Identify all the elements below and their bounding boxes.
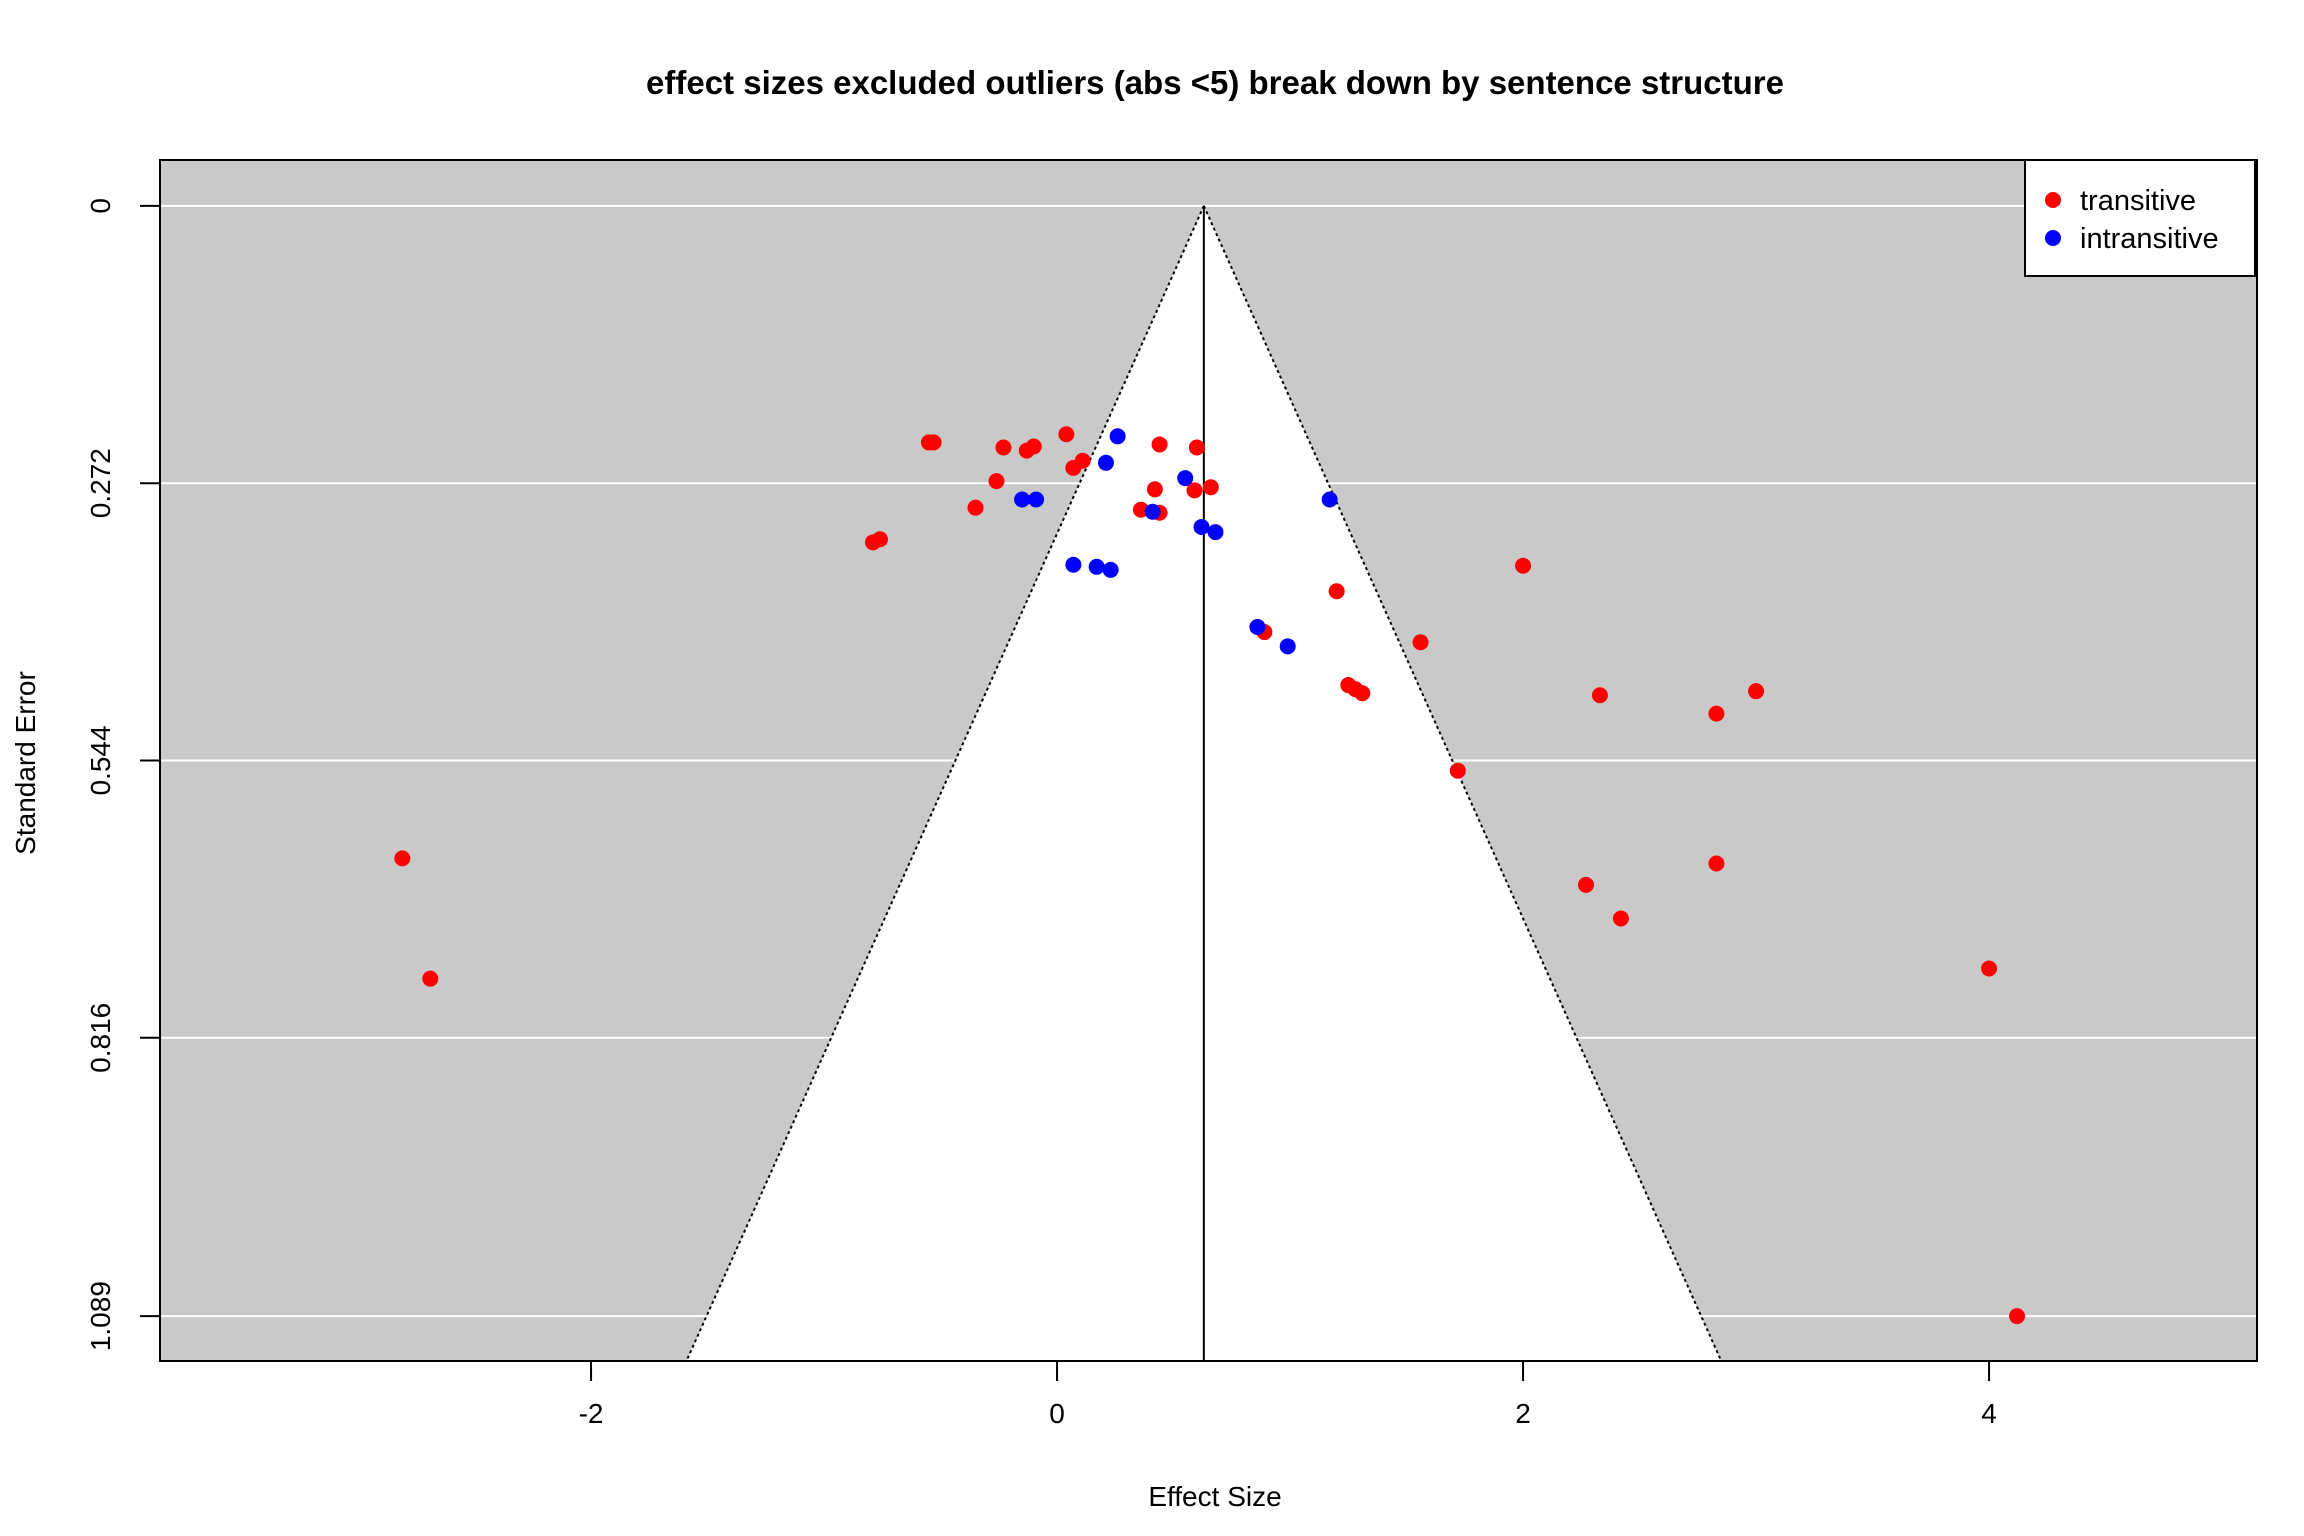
plot-area: -2 0 2 4 0 0.272 0.544 0.816 1.089 <box>85 159 2258 1429</box>
point-transitive-26 <box>1591 687 1608 704</box>
point-transitive-29 <box>1449 762 1466 779</box>
point-transitive-11 <box>871 531 888 548</box>
point-transitive-5 <box>1058 426 1075 443</box>
legend-box <box>2024 159 2256 277</box>
point-transitive-28 <box>1748 683 1765 700</box>
point-transitive-21 <box>1412 634 1429 651</box>
point-transitive-19 <box>1328 583 1345 600</box>
point-transitive-31 <box>1612 910 1629 927</box>
point-transitive-15 <box>1186 482 1203 499</box>
point-intransitive-0 <box>1109 428 1126 445</box>
point-transitive-33 <box>1981 960 1998 977</box>
point-transitive-2 <box>995 439 1012 456</box>
y-tick-label-2: 0.544 <box>85 725 116 795</box>
point-intransitive-5 <box>1144 503 1161 520</box>
point-transitive-7 <box>1074 452 1091 469</box>
point-intransitive-8 <box>1321 491 1338 508</box>
point-transitive-24 <box>1354 685 1371 702</box>
series-intransitive <box>1014 428 1338 655</box>
point-intransitive-13 <box>1279 638 1296 655</box>
legend: transitive intransitive <box>2024 159 2256 277</box>
point-transitive-14 <box>1202 479 1219 496</box>
point-transitive-12 <box>1151 436 1168 453</box>
point-intransitive-12 <box>1249 618 1266 635</box>
point-transitive-13 <box>1188 439 1205 456</box>
x-tick-label-3: 4 <box>1981 1398 1997 1429</box>
point-transitive-16 <box>1146 481 1163 498</box>
point-intransitive-2 <box>1177 470 1194 487</box>
point-transitive-34 <box>2009 1308 2026 1325</box>
legend-label-transitive: transitive <box>2080 185 2196 217</box>
funnel-left-boundary <box>685 205 1205 1362</box>
point-transitive-8 <box>988 473 1005 490</box>
point-transitive-36 <box>422 970 439 987</box>
y-tick-label-1: 0.272 <box>85 448 116 518</box>
point-transitive-4 <box>1025 438 1042 455</box>
point-intransitive-9 <box>1065 556 1082 573</box>
x-tick-label-2: 2 <box>1515 1398 1531 1429</box>
legend-label-intransitive: intransitive <box>2080 223 2219 255</box>
point-transitive-25 <box>1515 557 1532 574</box>
y-tick-label-4: 1.089 <box>85 1281 116 1351</box>
y-tick-label-3: 0.816 <box>85 1003 116 1073</box>
x-tick-label-0: -2 <box>579 1398 604 1429</box>
point-transitive-30 <box>1577 876 1594 893</box>
point-intransitive-3 <box>1014 491 1031 508</box>
chart-title: effect sizes excluded outliers (abs <5) … <box>646 64 1784 101</box>
point-transitive-9 <box>967 499 984 516</box>
x-axis-label: Effect Size <box>1148 1481 1281 1512</box>
point-intransitive-4 <box>1028 491 1045 508</box>
point-intransitive-6 <box>1193 519 1210 536</box>
x-tick-label-1: 0 <box>1049 1398 1065 1429</box>
point-transitive-27 <box>1708 705 1725 722</box>
point-transitive-35 <box>394 850 411 867</box>
y-axis-label: Standard Error <box>10 671 41 855</box>
funnel-right-boundary <box>1202 205 1723 1362</box>
point-intransitive-10 <box>1088 558 1105 575</box>
point-intransitive-7 <box>1207 524 1224 541</box>
point-transitive-32 <box>1708 855 1725 872</box>
legend-marker-transitive <box>2045 192 2061 208</box>
point-transitive-1 <box>925 434 942 451</box>
point-intransitive-1 <box>1097 454 1114 471</box>
y-tick-label-0: 0 <box>85 198 116 214</box>
point-intransitive-11 <box>1102 561 1119 578</box>
legend-marker-intransitive <box>2045 230 2061 246</box>
series-transitive <box>394 426 2026 1325</box>
